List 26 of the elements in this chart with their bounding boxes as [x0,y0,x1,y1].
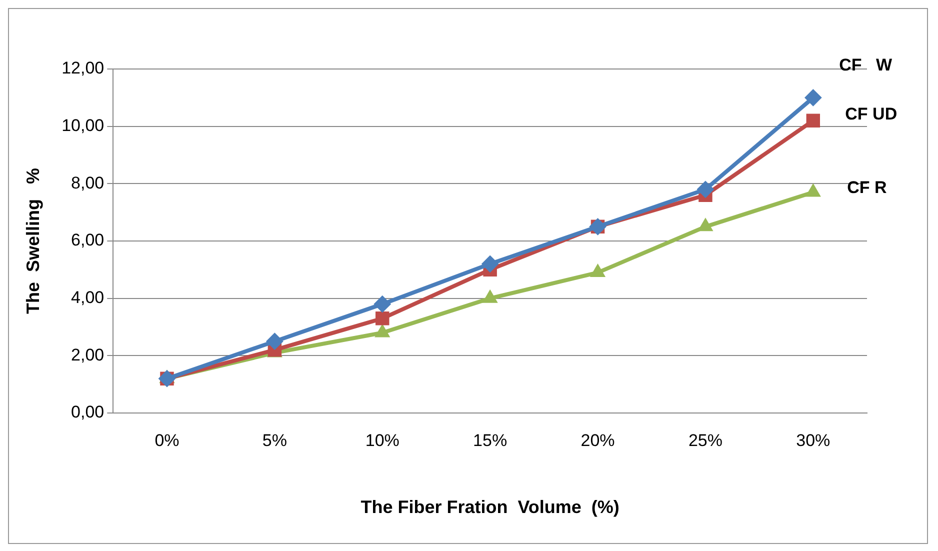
point [266,332,284,350]
point [482,255,499,272]
x-axis-title: The Fiber Fration Volume (%) [360,497,620,518]
y-tick-label: 0,00 [71,402,104,422]
y-tick-label: 6,00 [71,230,104,250]
point [806,114,820,128]
point [376,312,390,326]
y-tick-label: 8,00 [71,173,104,192]
y-tick-label: 2,00 [71,345,104,364]
series-label: CF W [839,55,893,74]
point [374,296,391,313]
x-tick-label: 25% [688,430,722,450]
y-axis-title: The Swelling % [22,168,43,314]
x-tick-label: 5% [262,430,287,450]
y-tick-label: 10,00 [62,116,104,136]
series-label: CF UD [845,104,898,124]
y-tick-label: 12,00 [62,58,104,78]
x-tick-label: 30% [796,430,830,450]
y-tick-label: 4,00 [71,288,104,308]
point [804,89,822,106]
x-tick-label: 15% [473,430,508,450]
point [696,180,714,198]
x-tick-label: 10% [365,430,400,450]
x-tick-label: 0% [154,430,180,450]
series-label: CF R [847,178,887,197]
x-tick-label: 20% [580,430,615,450]
